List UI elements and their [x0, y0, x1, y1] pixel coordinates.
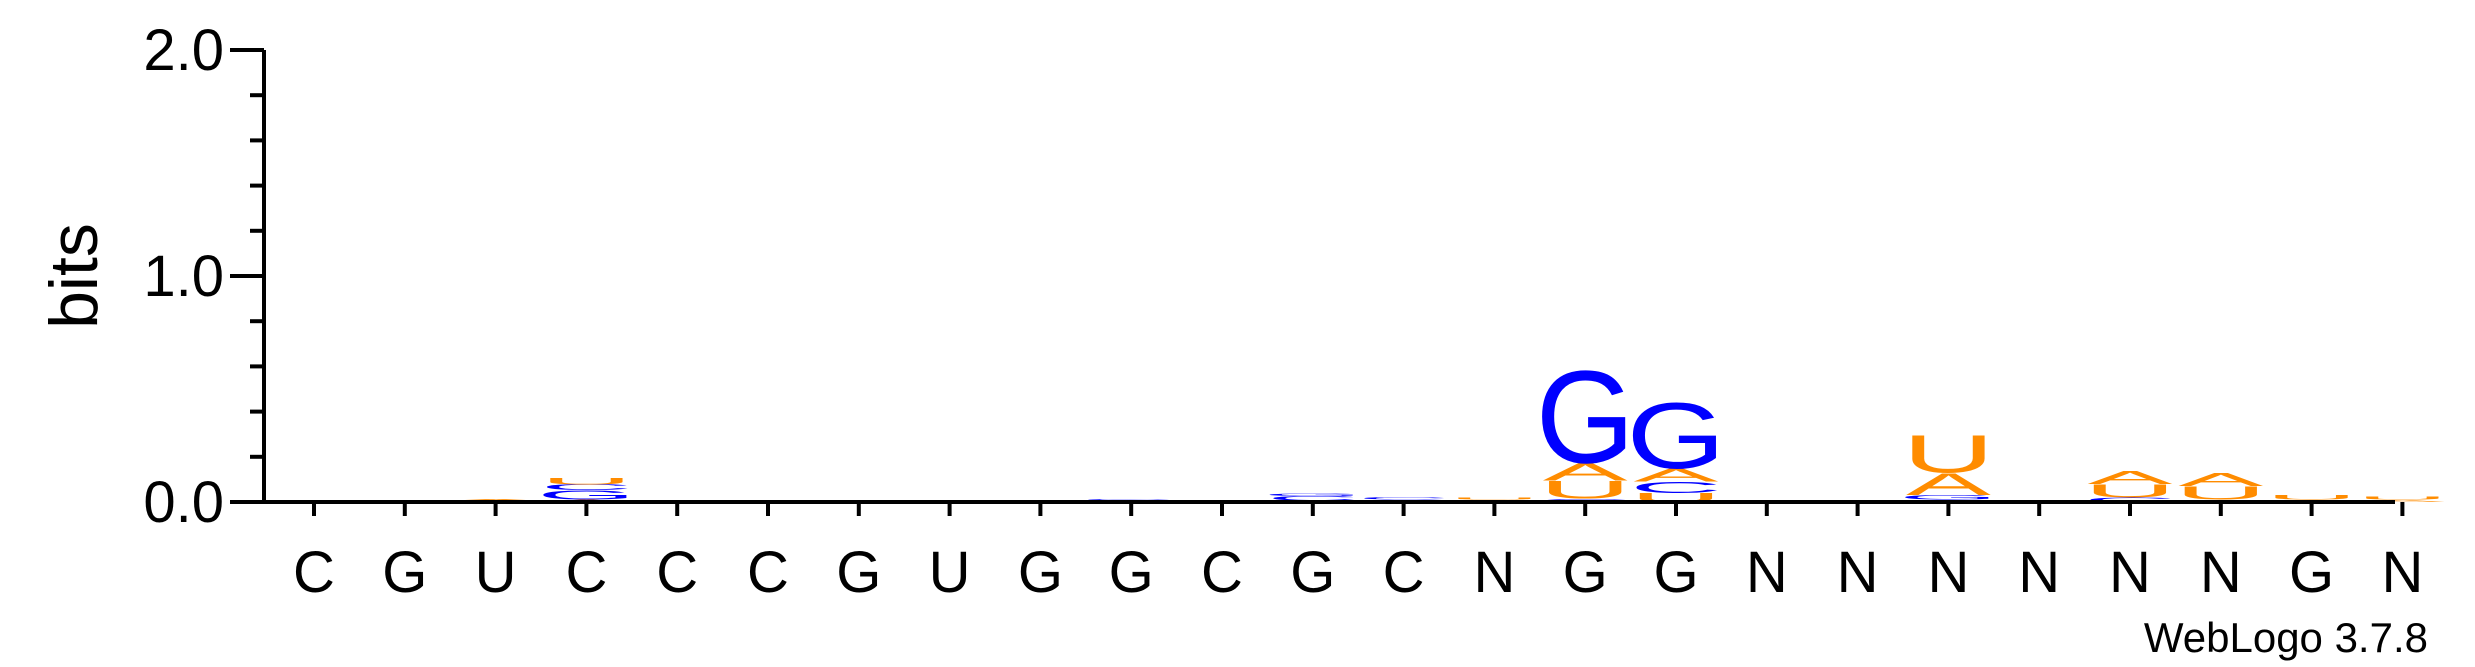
x-tick-label: G	[2289, 540, 2334, 605]
x-tick-label: C	[293, 540, 335, 605]
x-tick-label: N	[1473, 540, 1515, 605]
x-tick-label: N	[1927, 540, 1969, 605]
logo-letter-c: C	[1630, 479, 1722, 496]
logo-letter-u: U	[1902, 425, 1994, 485]
logo-letter-a: A	[1906, 467, 1991, 502]
x-tick-label: C	[1383, 540, 1425, 605]
logo-letter-g: G	[1536, 344, 1635, 491]
logo-letter-u: U	[1539, 476, 1631, 504]
logo-letter-g: G	[1263, 493, 1362, 497]
x-tick-label: G	[1109, 540, 1154, 605]
logo-letter-u: U	[2175, 483, 2267, 504]
logo-letter-a: A	[1634, 465, 1719, 486]
logo-letter-a: A	[2178, 469, 2263, 490]
x-tick-label: C	[656, 540, 698, 605]
logo-letter-u: U	[1448, 497, 1540, 500]
x-tick-label: G	[836, 540, 881, 605]
logo-letter-g: G	[1627, 383, 1726, 488]
logo-letter-a: A	[1543, 458, 1628, 486]
x-tick-label: N	[1837, 540, 1879, 605]
x-tick-label: G	[1563, 540, 1608, 605]
logo-letter-u: U	[2356, 496, 2448, 501]
x-tick-label: G	[382, 540, 427, 605]
x-tick-label: N	[2200, 540, 2242, 605]
y-tick-label: 2.0	[143, 18, 224, 83]
x-tick-label: C	[1201, 540, 1243, 605]
logo-letter-u: U	[540, 476, 632, 487]
x-tick-label: U	[929, 540, 971, 605]
x-tick-label: N	[2109, 540, 2151, 605]
logo-letter-g: G	[537, 488, 636, 502]
x-tick-label: C	[565, 540, 607, 605]
y-axis-label: bits	[36, 223, 112, 329]
x-tick-label: G	[1290, 540, 1335, 605]
logo-letter-a: A	[2088, 467, 2173, 488]
y-tick-label: 1.0	[143, 244, 224, 309]
logo-letter-g: G	[1899, 494, 1998, 501]
x-tick-label: G	[1018, 540, 1063, 605]
logo-letter-c: C	[1267, 495, 1359, 502]
logo-letter-u: U	[2266, 494, 2358, 501]
axes	[262, 50, 2395, 504]
x-tick-label: G	[1653, 540, 1698, 605]
weblogo-credit: WebLogo 3.7.8	[2144, 614, 2428, 661]
logo-letter-c: C	[540, 483, 632, 492]
y-axis-ticks: 0.0 1.0 2.0	[143, 18, 264, 535]
x-tick-label: N	[2381, 540, 2423, 605]
logo-letter-c: C	[2084, 496, 2176, 503]
x-tick-label: N	[2018, 540, 2060, 605]
logo-letter-c: C	[1358, 496, 1450, 500]
x-tick-label: U	[475, 540, 517, 605]
x-tick-label: C	[747, 540, 789, 605]
x-tick-label: N	[1746, 540, 1788, 605]
y-tick-label: 0.0	[143, 470, 224, 535]
logo-letter-u: U	[2084, 481, 2176, 502]
logo-letter-a: A	[2360, 499, 2445, 502]
